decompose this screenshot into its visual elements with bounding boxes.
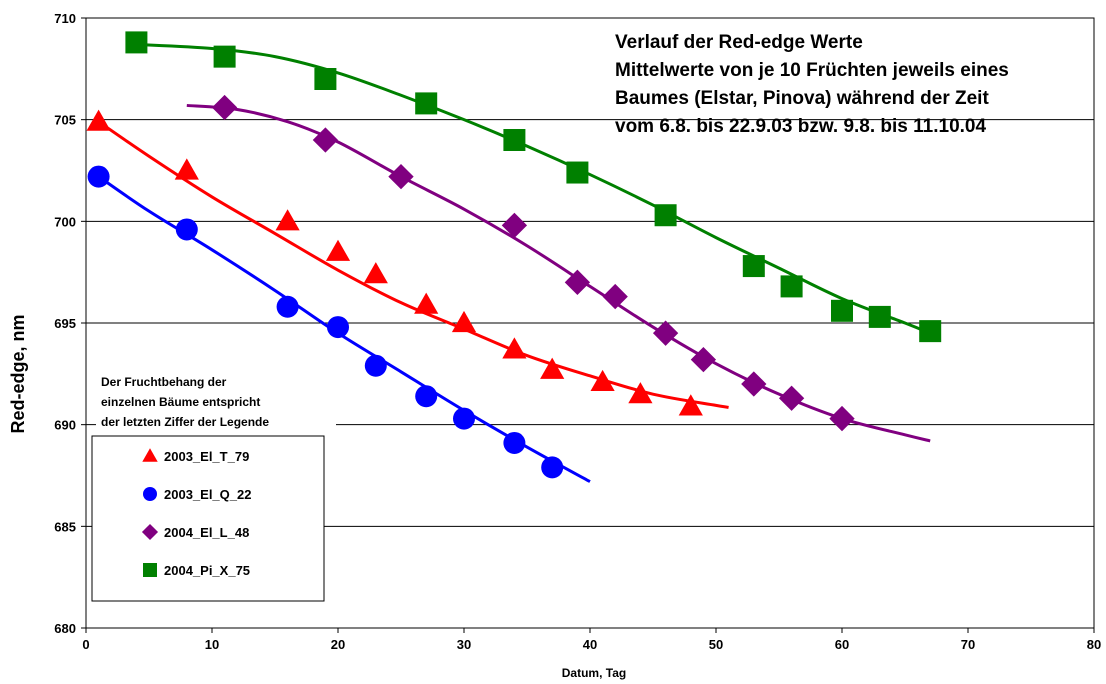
x-tick-label: 80 <box>1087 637 1101 652</box>
data-point-2003_El_T_79 <box>451 310 477 333</box>
y-tick-label: 705 <box>54 113 76 128</box>
legend: 2003_El_T_79 2003_El_Q_22 2004_El_L_48 2004… <box>91 435 325 602</box>
data-point-2004_El_L_48 <box>741 371 767 397</box>
data-point-2004_Pi_X_75 <box>780 275 803 298</box>
legend-box <box>91 435 325 602</box>
data-point-2004_Pi_X_75 <box>314 68 337 90</box>
y-tick-label: 685 <box>54 519 76 534</box>
legend-marker <box>143 563 157 577</box>
chart-title-line: Verlauf der Red-edge Werte <box>615 32 863 53</box>
chart-title: Verlauf der Red-edge Werte Mittelwerte v… <box>615 32 1009 137</box>
y-axis-title: Red-edge, nm <box>8 314 28 433</box>
chart-title-line: vom 6.8. bis 22.9.03 bzw. 9.8. bis 11.10… <box>615 116 986 137</box>
y-tick-label: 710 <box>54 11 76 26</box>
data-point-2003_El_Q_22 <box>276 295 299 318</box>
chart-title-line: Baumes (Elstar, Pinova) während der Zeit <box>615 88 989 109</box>
annotation-line: einzelnen Bäume entspricht <box>101 395 260 409</box>
annotation-note: Der Fruchtbehang der einzelnen Bäume ent… <box>96 370 336 430</box>
data-point-2003_El_T_79 <box>174 158 199 180</box>
y-tick-label: 690 <box>54 418 76 433</box>
x-tick-label: 0 <box>82 637 89 652</box>
x-tick-label: 50 <box>709 637 723 652</box>
y-tick-label: 695 <box>54 316 76 331</box>
axis-layer: 680 685 690 695 700 705 710 0 10 20 30 40 50 60 70 80 <box>54 11 1101 652</box>
data-point-2003_El_T_79 <box>502 337 527 359</box>
data-point-2003_El_Q_22 <box>175 218 198 241</box>
data-point-2004_El_L_48 <box>211 94 238 121</box>
series-2003_El_T_79 <box>86 109 729 416</box>
legend-marker <box>143 487 157 501</box>
data-point-2004_El_L_48 <box>388 163 414 190</box>
data-point-2004_Pi_X_75 <box>213 45 236 68</box>
data-point-2003_El_T_79 <box>86 109 111 131</box>
data-point-2003_El_Q_22 <box>364 354 387 377</box>
data-point-2004_El_L_48 <box>829 405 855 432</box>
legend-item: 2003_El_Q_22 <box>143 487 251 502</box>
annotation-line: der letzten Ziffer der Legende <box>101 415 269 429</box>
data-point-2003_El_Q_22 <box>453 407 475 430</box>
annotation-background <box>96 370 336 430</box>
data-point-2004_El_L_48 <box>564 269 591 295</box>
data-point-2003_El_T_79 <box>628 382 653 404</box>
data-point-2004_Pi_X_75 <box>415 92 438 115</box>
x-axis-title: Datum, Tag <box>562 666 626 680</box>
legend-label: 2003_El_T_79 <box>164 449 249 464</box>
legend-label: 2004_El_L_48 <box>164 525 249 540</box>
trend-line-2004_Pi_X_75 <box>136 42 931 335</box>
legend-item: 2003_El_T_79 <box>142 448 249 464</box>
data-point-2004_El_L_48 <box>602 283 628 310</box>
chart-title-line: Mittelwerte von je 10 Früchten jeweils e… <box>615 60 1009 81</box>
legend-marker <box>142 448 158 462</box>
data-point-2004_Pi_X_75 <box>868 305 891 328</box>
data-point-2004_El_L_48 <box>652 320 679 346</box>
series-2004_Pi_X_75 <box>125 31 942 343</box>
data-point-2004_Pi_X_75 <box>566 161 589 184</box>
data-point-2003_El_Q_22 <box>415 385 438 408</box>
x-tick-label: 60 <box>835 637 849 652</box>
data-point-2004_El_L_48 <box>778 385 805 411</box>
trend-line-2003_El_T_79 <box>97 120 729 409</box>
data-point-2003_El_T_79 <box>363 262 388 284</box>
legend-item: 2004_El_L_48 <box>141 523 249 541</box>
data-point-2003_El_T_79 <box>275 209 300 231</box>
annotation-line: Der Fruchtbehang der <box>101 375 227 389</box>
data-point-2003_El_T_79 <box>414 292 439 314</box>
data-point-2003_El_Q_22 <box>87 165 110 188</box>
data-point-2004_Pi_X_75 <box>919 320 942 343</box>
x-tick-label: 40 <box>583 637 597 652</box>
data-point-2003_El_Q_22 <box>541 456 564 479</box>
data-point-2004_El_L_48 <box>690 346 717 373</box>
x-tick-label: 20 <box>331 637 345 652</box>
x-tick-label: 30 <box>457 637 471 652</box>
data-point-2003_El_T_79 <box>325 239 351 261</box>
legend-label: 2004_Pi_X_75 <box>164 563 250 578</box>
data-point-2004_El_L_48 <box>501 212 528 239</box>
series-layer <box>86 31 942 483</box>
x-tick-label: 70 <box>961 637 975 652</box>
data-point-2004_Pi_X_75 <box>742 255 765 278</box>
series-2004_El_L_48 <box>186 94 931 443</box>
data-point-2004_Pi_X_75 <box>654 204 677 227</box>
data-point-2004_Pi_X_75 <box>503 129 526 151</box>
series-2003_El_Q_22 <box>87 165 591 483</box>
data-point-2003_El_Q_22 <box>503 431 526 454</box>
data-point-2003_El_T_79 <box>678 394 703 416</box>
data-point-2003_El_T_79 <box>540 357 565 379</box>
data-point-2004_Pi_X_75 <box>125 31 148 54</box>
legend-item: 2004_Pi_X_75 <box>143 563 250 578</box>
y-tick-label: 680 <box>54 621 76 636</box>
data-point-2004_El_L_48 <box>312 127 339 153</box>
data-point-2004_Pi_X_75 <box>831 299 853 322</box>
legend-label: 2003_El_Q_22 <box>164 487 251 502</box>
data-point-2003_El_T_79 <box>590 369 615 392</box>
x-tick-label: 10 <box>205 637 219 652</box>
y-tick-label: 700 <box>54 214 76 229</box>
data-point-2003_El_Q_22 <box>327 316 349 339</box>
legend-marker <box>141 523 159 541</box>
